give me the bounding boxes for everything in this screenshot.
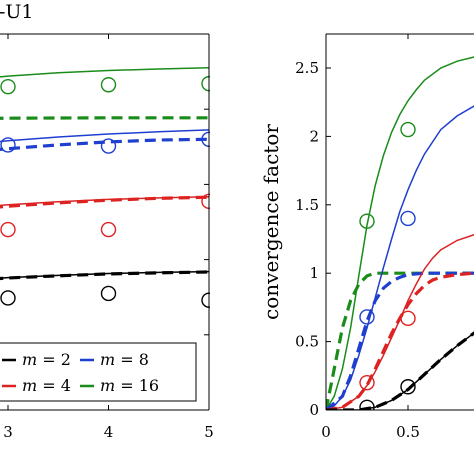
- right-m=16-marker: [359, 213, 375, 229]
- left-m=2-marker: [100, 285, 117, 302]
- right-y-tick-label: 0: [309, 401, 319, 419]
- right-m=4-marker: [359, 374, 375, 391]
- right-series-group: [326, 56, 474, 410]
- left-m=8-dashed-line: [0, 137, 210, 152]
- left-m=16-solid-line: [0, 67, 210, 78]
- legend-label: m = 2: [22, 350, 71, 369]
- right-m=8-marker: [400, 210, 416, 227]
- right-y-tick-label: 1: [309, 264, 319, 282]
- legend-label: m = 8: [100, 350, 149, 369]
- left-x-tick-label: 3: [3, 423, 13, 441]
- right-x-tick-label: 0: [321, 423, 331, 441]
- left-m=4-solid-line: [0, 196, 210, 207]
- legend: m = 2 m = 8 m = 4 m = 16: [0, 342, 197, 402]
- legend-item-m=16: m = 16: [80, 376, 159, 395]
- legend-label: m = 4: [22, 376, 71, 395]
- right-panel: 0 0.5 1 1.5 2 2.5 0 0.5 convergence factor: [259, 33, 474, 441]
- right-m=2-marker: [359, 399, 375, 410]
- left-m=16-marker: [100, 77, 117, 93]
- right-y-tick-label: 1.5: [295, 196, 319, 214]
- left-m=2-solid-line: [0, 270, 210, 279]
- left-m=4-dashed-line: [0, 195, 210, 209]
- legend-box: [0, 342, 197, 402]
- right-y-tick-label: 2.5: [295, 59, 319, 77]
- left-series-group: [0, 67, 210, 308]
- left-m=2-dashed-line: [0, 270, 210, 281]
- left-m=16-marker: [0, 78, 16, 95]
- right-m=4-marker: [400, 310, 416, 327]
- left-x-tick-label: 5: [204, 423, 214, 441]
- legend-item-m=2: m = 2: [2, 350, 71, 369]
- right-m=8-solid-line: [326, 105, 474, 410]
- right-y-tick-label: 2: [309, 127, 319, 145]
- left-m=8-solid-line: [0, 129, 210, 143]
- left-m=8-marker: [100, 138, 117, 154]
- left-m=8-marker: [0, 137, 16, 153]
- left-m=4-marker: [100, 221, 117, 238]
- left-m=4-marker: [0, 221, 16, 238]
- left-m=16-dashed-line: [0, 116, 209, 120]
- right-m=2-marker: [400, 379, 416, 395]
- legend-item-m=4: m = 4: [2, 376, 71, 395]
- right-m=8-dashed-line: [326, 271, 474, 410]
- right-x-tick-label: 0.5: [396, 423, 420, 441]
- left-m=2-marker: [0, 290, 16, 306]
- legend-item-m=8: m = 8: [80, 350, 149, 369]
- right-m=4-dashed-line: [326, 271, 474, 410]
- legend-label: m = 16: [100, 376, 159, 395]
- right-m=2-dashed-line: [326, 331, 474, 410]
- left-title: -U1: [0, 1, 34, 23]
- right-y-tick-label: 0.5: [295, 333, 319, 351]
- left-x-tick-label: 4: [104, 423, 114, 441]
- right-m=8-marker: [359, 309, 375, 325]
- right-m=16-solid-line: [326, 56, 474, 410]
- right-y-axis-label: convergence factor: [259, 124, 283, 320]
- right-m=16-marker: [400, 121, 416, 138]
- left-panel: 3 4 5 -U1 m = 2 m = 8 m = 4 m = 16: [0, 1, 214, 441]
